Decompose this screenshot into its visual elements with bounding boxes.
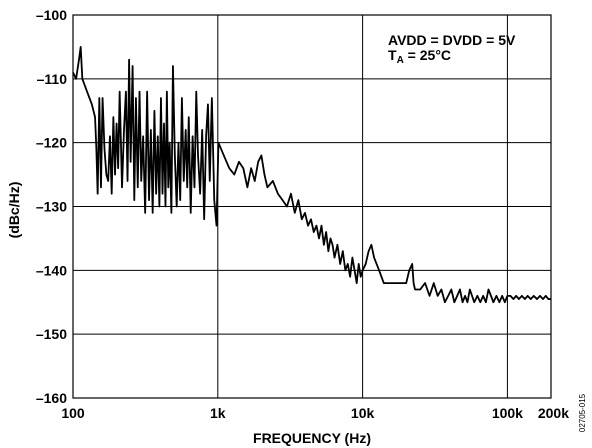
y-tick-label: –120: [36, 135, 67, 151]
conditions-annotation: AVDD = DVDD = 5V TA = 25°C: [388, 32, 516, 66]
y-tick-label: –140: [36, 262, 67, 278]
annotation-t: T: [388, 47, 397, 63]
plot-frame: [72, 14, 552, 399]
y-tick-label: –110: [37, 71, 68, 87]
figure-id: 02705-015: [578, 393, 587, 432]
x-tick-label: 100: [61, 405, 85, 421]
annotation-line-1: AVDD = DVDD = 5V: [388, 32, 516, 48]
annotation-t-subscript: A: [397, 55, 404, 66]
y-tick-label: –100: [36, 7, 67, 23]
y-tick-label: –160: [36, 390, 67, 406]
plot-area: [72, 46, 551, 304]
x-tick-label: 100k: [492, 405, 523, 421]
annotation-temperature: = 25°C: [404, 47, 451, 63]
y-axis-label: (dBc/Hz): [6, 182, 22, 239]
y-tick-label: –130: [36, 199, 67, 215]
y-tick-labels: –100 –110 –120 –130 –140 –150 –160: [36, 7, 67, 406]
x-tick-label: 1k: [210, 405, 226, 421]
x-tick-label: 10k: [351, 405, 375, 421]
x-tick-labels: 100 1k 10k 100k 200k: [61, 405, 569, 421]
x-axis-label: FREQUENCY (Hz): [253, 430, 371, 446]
phase-noise-series: [72, 46, 551, 304]
annotation-line-2: TA = 25°C: [388, 47, 451, 66]
y-tick-label: –150: [36, 326, 67, 342]
x-tick-label: 200k: [538, 405, 569, 421]
